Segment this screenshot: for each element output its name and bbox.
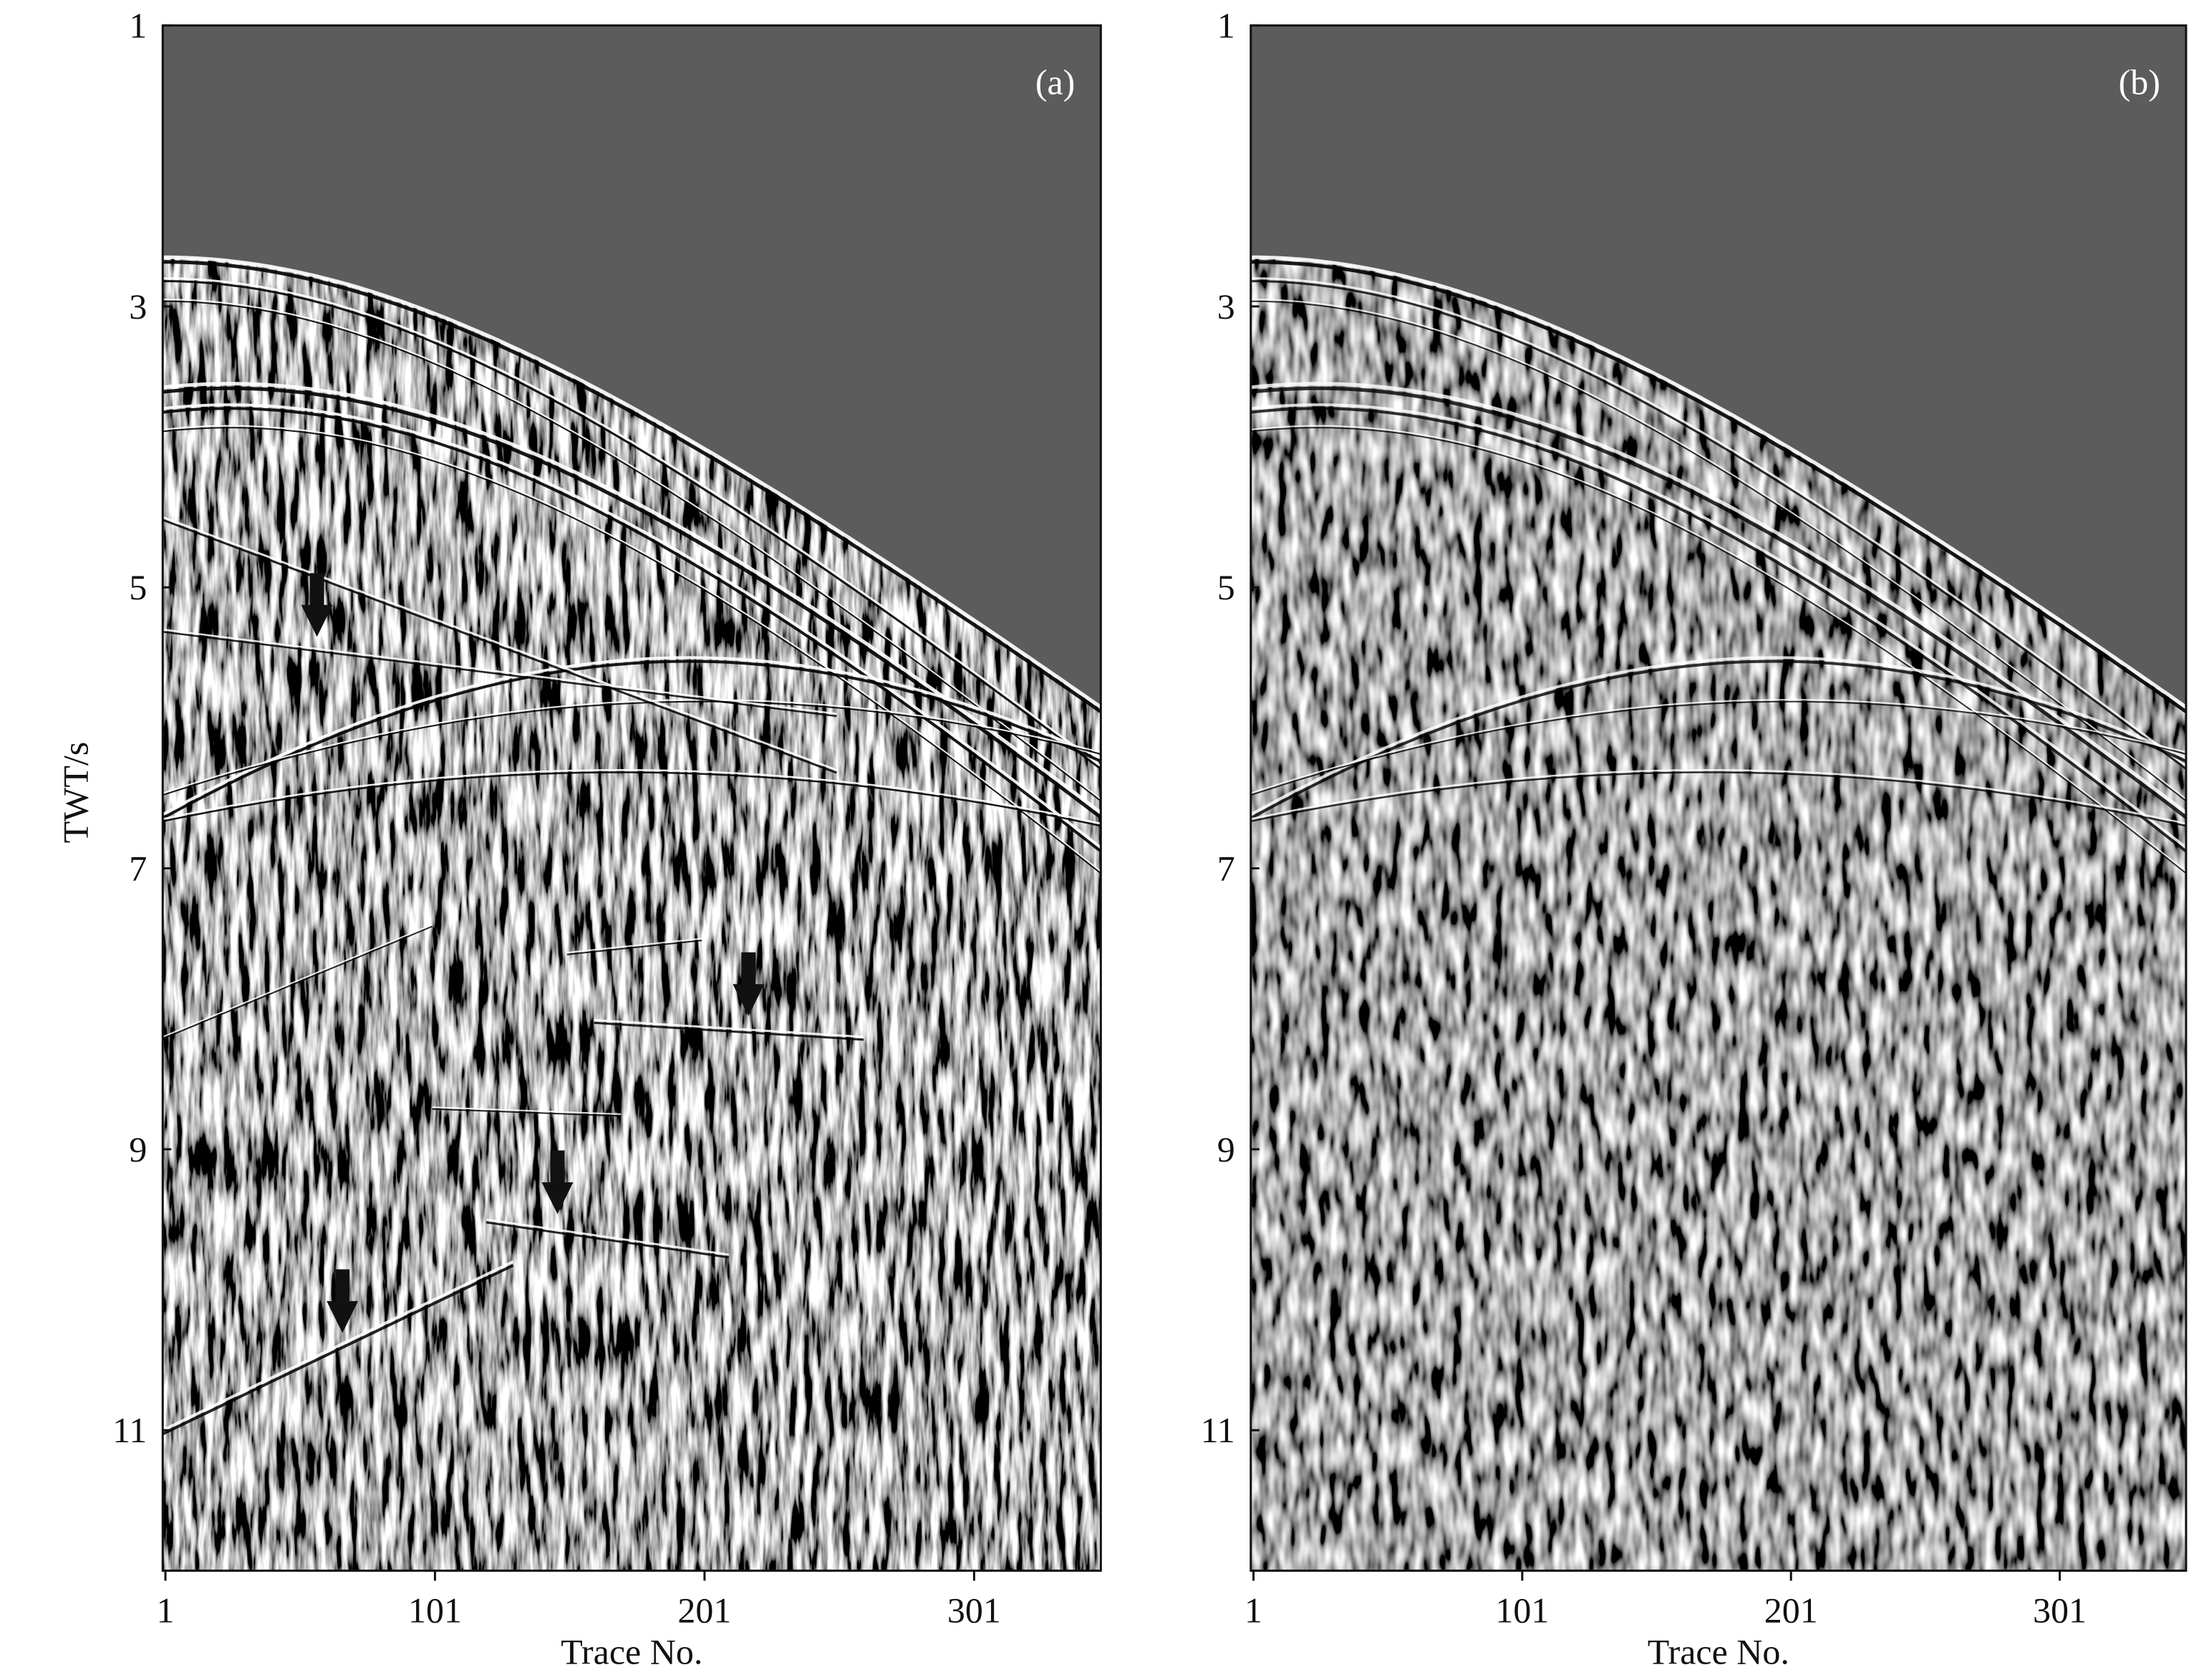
event <box>163 631 837 718</box>
event <box>1250 260 2186 714</box>
event <box>432 1106 622 1115</box>
seismic-image <box>1250 25 2186 1571</box>
event <box>1250 300 2186 802</box>
arrow <box>301 573 333 637</box>
event <box>566 937 702 954</box>
event <box>1250 700 2186 796</box>
mute-zone <box>163 25 1101 708</box>
frame <box>161 24 1102 1572</box>
y-tick-label: 1 <box>1217 6 1235 46</box>
event <box>1250 277 2186 768</box>
event <box>163 300 1101 802</box>
x-tick-label: 1 <box>157 1590 175 1630</box>
event <box>1250 386 2186 820</box>
y-tick-label: 9 <box>1217 1129 1235 1169</box>
x-tick-label: 301 <box>2033 1590 2087 1630</box>
x-tick-label: 201 <box>1764 1590 1818 1630</box>
event <box>163 403 1101 850</box>
event <box>485 1218 730 1256</box>
event <box>163 699 1101 794</box>
y-tick-label: 7 <box>129 849 147 889</box>
event <box>1250 771 2186 827</box>
panel-label: (b) <box>2119 62 2160 102</box>
y-tick-label: 5 <box>1217 567 1235 607</box>
event <box>1250 660 2186 820</box>
arrow <box>733 952 765 1016</box>
event <box>163 771 1101 827</box>
y-axis-label: TWT/s <box>56 742 96 844</box>
event <box>485 1221 730 1259</box>
arrow <box>541 1150 574 1215</box>
event <box>163 255 1101 710</box>
y-tick-label: 3 <box>129 286 147 327</box>
arrow <box>327 1269 359 1333</box>
event <box>1250 425 2186 873</box>
x-axis-label: Trace No. <box>561 1631 702 1671</box>
y-tick-label: 1 <box>129 6 147 46</box>
y-tick-label: 11 <box>1201 1410 1235 1450</box>
x-tick-label: 101 <box>408 1590 462 1630</box>
x-tick-label: 301 <box>947 1590 1001 1630</box>
event <box>163 518 837 774</box>
event <box>432 1108 622 1117</box>
x-tick-label: 1 <box>1245 1590 1262 1630</box>
event <box>1250 403 2186 850</box>
event <box>163 260 1101 714</box>
event <box>163 700 1101 796</box>
event <box>163 425 1101 873</box>
y-tick-label: 9 <box>129 1129 147 1169</box>
event <box>163 280 1101 771</box>
event <box>163 427 1101 874</box>
event <box>1250 427 2186 874</box>
y-tick-label: 7 <box>1217 849 1235 889</box>
y-tick-label: 3 <box>1217 286 1235 327</box>
frame <box>1250 24 2188 1572</box>
event <box>163 768 1101 825</box>
y-tick-label: 11 <box>112 1410 147 1450</box>
event <box>1250 656 2186 816</box>
x-tick-label: 101 <box>1495 1590 1549 1630</box>
event <box>1250 255 2186 710</box>
y-tick-label: 5 <box>129 567 147 607</box>
event <box>163 277 1101 768</box>
event <box>163 660 1101 820</box>
event <box>163 1264 514 1436</box>
event <box>163 1260 514 1432</box>
event <box>163 656 1101 816</box>
event <box>163 925 433 1040</box>
panel-label: (a) <box>1035 62 1076 102</box>
event <box>1250 768 2186 825</box>
event <box>594 1018 864 1038</box>
event <box>594 1021 864 1041</box>
event <box>163 924 433 1038</box>
mute-zone <box>1250 25 2186 708</box>
event <box>1250 699 2186 794</box>
event <box>1250 280 2186 771</box>
event <box>163 516 837 771</box>
event <box>163 628 837 715</box>
event <box>1250 299 2186 801</box>
event <box>163 299 1101 801</box>
event <box>1250 407 2186 854</box>
x-axis-label: Trace No. <box>1648 1631 1789 1671</box>
event <box>566 940 702 955</box>
event <box>163 407 1101 854</box>
x-tick-label: 201 <box>677 1590 731 1630</box>
seismic-image <box>163 25 1101 1571</box>
event <box>163 386 1101 820</box>
